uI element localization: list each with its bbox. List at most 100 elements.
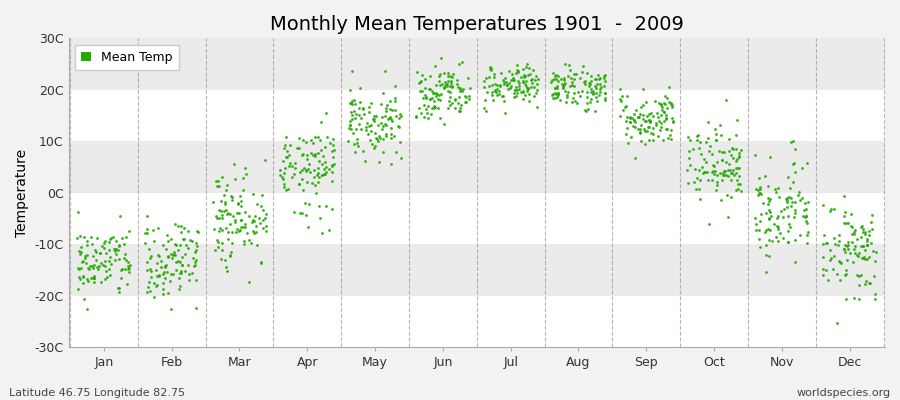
Point [177,236,192,242]
Point [315,230,329,236]
Point [572,93,587,100]
Point [310,134,325,140]
Point [150,260,165,266]
Point [384,125,399,131]
Point [694,151,708,158]
Point [358,124,373,130]
Point [346,108,361,114]
Point [112,255,126,262]
Point [578,78,592,84]
Point [593,89,608,95]
Point [382,115,396,121]
Point [104,235,119,242]
Point [613,113,627,119]
Point [487,74,501,80]
Point [729,158,743,164]
Point [642,124,656,130]
Point [511,83,526,89]
Point [232,193,247,200]
Point [347,114,362,121]
Point [165,255,179,262]
Point [767,221,781,228]
Point [315,161,329,167]
Point [238,209,252,216]
Point [376,149,391,155]
Point [214,212,229,219]
Point [633,130,647,136]
Point [164,236,178,242]
Point [556,82,571,89]
Point [832,232,846,238]
Point [657,118,671,124]
Point [762,196,777,202]
Point [144,274,158,280]
Point [732,154,746,160]
Point [516,78,530,84]
Point [453,108,467,114]
Point [508,70,523,76]
Point [527,76,542,83]
Point [590,81,604,87]
Point [843,211,858,218]
Point [627,124,642,130]
Point [640,113,654,120]
Point [85,240,99,247]
Point [857,254,871,260]
Point [361,131,375,138]
Point [298,200,312,207]
Point [219,225,233,232]
Point [452,60,466,67]
Point [225,228,239,235]
Point [119,257,133,263]
Point [326,136,340,142]
Point [207,226,221,233]
Point [558,88,572,94]
Point [226,213,240,219]
Point [274,174,289,180]
Point [121,259,135,265]
Point [187,263,202,269]
Point [854,234,868,241]
Point [431,96,446,102]
Point [428,82,443,88]
Point [700,168,715,175]
Point [422,96,436,102]
Point [770,215,784,221]
Point [374,135,388,142]
Bar [68,141,885,193]
Point [181,228,195,235]
Point [359,127,374,134]
Point [104,261,119,267]
Point [522,98,536,105]
Point [375,123,390,129]
Point [229,229,243,236]
Point [715,149,729,155]
Point [425,105,439,111]
Point [854,224,868,230]
Point [454,102,468,108]
Point [492,88,507,94]
Point [234,216,248,223]
Point [248,212,262,219]
Point [823,208,837,214]
Point [666,118,680,125]
Point [220,228,235,235]
Point [142,288,157,294]
Point [776,234,790,241]
Point [752,227,767,234]
Point [209,178,223,185]
Point [664,101,679,107]
Point [452,108,466,114]
Point [864,212,878,218]
Point [299,212,313,218]
Point [354,126,368,132]
Point [166,252,180,258]
Point [356,148,370,154]
Point [511,78,526,84]
Point [751,187,765,193]
Point [689,175,704,182]
Point [253,220,267,226]
Point [219,199,233,206]
Point [208,247,222,253]
Point [639,99,653,105]
